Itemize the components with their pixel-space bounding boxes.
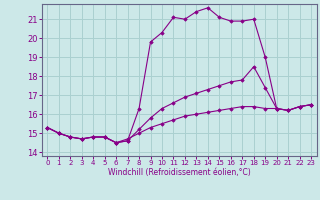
- X-axis label: Windchill (Refroidissement éolien,°C): Windchill (Refroidissement éolien,°C): [108, 168, 251, 177]
